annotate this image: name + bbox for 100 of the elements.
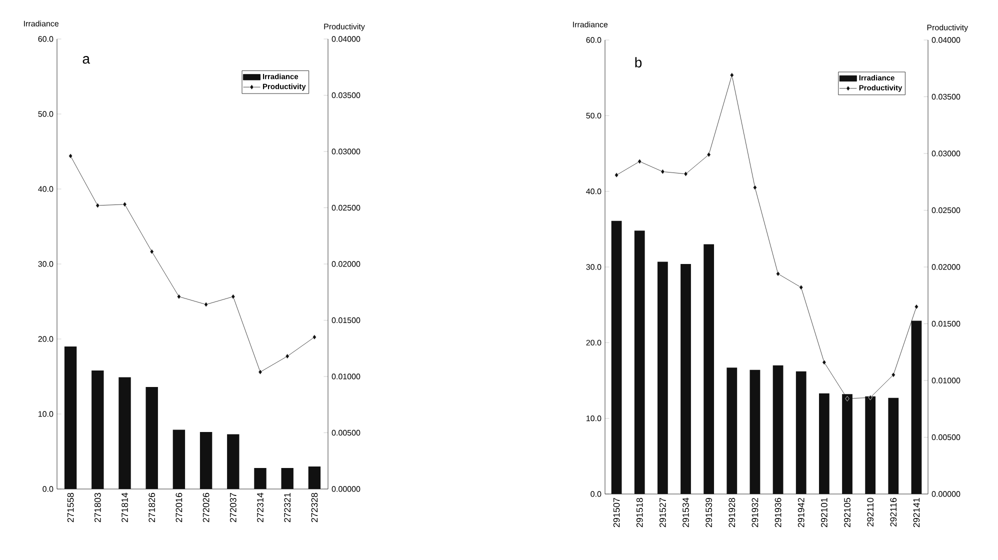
x-tick-label: 272328 [311, 492, 318, 522]
x-tick-label: 271803 [94, 492, 101, 522]
point [150, 248, 154, 254]
y2-tick-label: 0.02500 [332, 204, 360, 211]
y-tick-label: 50.0 [586, 112, 602, 119]
bar [281, 468, 294, 489]
y-tick-label: 40.0 [586, 188, 602, 194]
x-tick-label: 272037 [230, 492, 236, 522]
point [730, 72, 734, 78]
y2-tick-label: 0.03500 [932, 94, 960, 100]
x-tick-label: 291942 [798, 498, 804, 528]
point [638, 158, 642, 164]
x-tick-label: 271826 [148, 492, 156, 522]
x-tick-label: 292105 [844, 498, 850, 528]
point [822, 360, 826, 366]
y2-tick-label: 0.00500 [932, 434, 960, 440]
x-tick-label: 272314 [257, 492, 264, 522]
point [752, 184, 758, 190]
y-tick-label: 30.0 [586, 264, 602, 270]
y-tick-label: 10.0 [38, 411, 54, 417]
point [776, 271, 780, 277]
y2-tick-label: 0.01000 [932, 378, 960, 384]
bar [118, 377, 131, 489]
x-tick-label: 272321 [284, 492, 291, 522]
x-tick-label: 291518 [636, 498, 643, 528]
point [868, 394, 872, 400]
y2-tick-label: 0.00500 [332, 430, 360, 436]
bar [227, 434, 240, 489]
x-tick-label: 291527 [659, 498, 666, 528]
bar [680, 264, 691, 494]
bar [772, 365, 784, 494]
y-tick-label: 60.0 [38, 36, 54, 42]
y-tick-label: 40.0 [38, 186, 54, 192]
y2-axis-title: Productivity [324, 24, 365, 31]
y-tick-label: 30.0 [38, 261, 54, 267]
y-tick-label: 20.0 [38, 336, 54, 342]
point [231, 294, 236, 300]
point [68, 153, 73, 159]
y2-tick-label: 0.01000 [332, 374, 360, 380]
y2-tick-label: 0.02500 [932, 207, 960, 214]
x-tick-label: 292101 [820, 498, 828, 528]
bar [704, 244, 714, 494]
x-tick-label: 271814 [122, 492, 128, 522]
y2-tick-label: 0.04000 [332, 36, 360, 42]
y-tick-label: 0.0 [590, 491, 602, 497]
point [660, 168, 665, 174]
x-tick-label: 291534 [682, 498, 689, 528]
bar [750, 370, 760, 494]
text: a [82, 56, 90, 64]
bar [172, 430, 186, 489]
y2-tick-label: 0.02000 [932, 264, 960, 270]
point [204, 302, 208, 308]
point [706, 152, 711, 158]
point [176, 294, 182, 300]
text: b [635, 57, 642, 68]
bar [888, 398, 899, 494]
bar [796, 371, 806, 494]
bar [726, 368, 738, 494]
y-tick-label: 60.0 [586, 37, 602, 43]
bar [657, 262, 668, 494]
bar [64, 346, 77, 489]
point [122, 202, 127, 208]
y2-axis-title: Productivity [927, 24, 968, 32]
x-tick-label: 291932 [752, 498, 758, 528]
y2-tick-label: 0.00000 [332, 486, 360, 492]
x-tick-label: 291507 [613, 498, 620, 528]
y2-tick-label: 0.04000 [932, 37, 960, 43]
bar [254, 468, 266, 489]
x-tick-label: 292141 [913, 498, 920, 528]
x-tick-label: 292116 [890, 498, 897, 526]
bar [308, 466, 321, 489]
bar [146, 387, 158, 489]
y-tick-label: 20.0 [586, 340, 602, 346]
x-tick-label: 291928 [728, 498, 736, 528]
x-tick-label: 271558 [67, 492, 74, 522]
point [891, 372, 896, 378]
y2-tick-label: 0.03000 [932, 150, 960, 156]
y-tick-label: 50.0 [38, 111, 54, 117]
point [799, 284, 804, 290]
y2-tick-label: 0.03000 [332, 148, 360, 154]
x-tick-label: 291936 [774, 498, 782, 528]
bar [611, 220, 622, 494]
point [312, 334, 317, 340]
point [285, 354, 290, 359]
y-tick-label: 0.0 [42, 486, 54, 492]
x-tick-label: 292110 [867, 498, 874, 526]
point [614, 172, 619, 178]
y2-tick-label: 0.00000 [932, 491, 960, 497]
y2-tick-label: 0.03500 [332, 92, 360, 98]
point [914, 304, 919, 310]
bar [634, 230, 645, 494]
x-tick-label: 291539 [706, 498, 712, 528]
y2-tick-label: 0.01500 [932, 320, 960, 327]
point [96, 202, 100, 208]
y-tick-label: 10.0 [586, 416, 602, 422]
y-axis-title: Irradiance [24, 20, 59, 26]
point [258, 369, 262, 375]
bar [200, 432, 212, 489]
x-tick-label: 272026 [202, 492, 210, 522]
bar [92, 370, 104, 489]
